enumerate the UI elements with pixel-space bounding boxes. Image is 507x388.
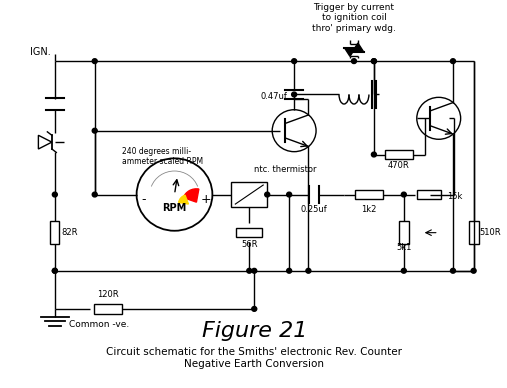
Text: -: - bbox=[141, 193, 146, 206]
Circle shape bbox=[372, 59, 376, 64]
Text: Trigger by current
to ignition coil
thro' primary wdg.: Trigger by current to ignition coil thro… bbox=[312, 3, 396, 33]
Circle shape bbox=[52, 268, 57, 273]
Bar bbox=[399, 221, 409, 244]
Text: 5k1: 5k1 bbox=[396, 243, 412, 252]
Text: Figure 21: Figure 21 bbox=[202, 321, 307, 341]
Polygon shape bbox=[352, 43, 364, 52]
Circle shape bbox=[92, 59, 97, 64]
Circle shape bbox=[451, 59, 455, 64]
Bar bbox=[94, 304, 122, 314]
Text: +: + bbox=[200, 193, 211, 206]
Circle shape bbox=[92, 192, 97, 197]
Circle shape bbox=[252, 307, 257, 311]
Text: Common -ve.: Common -ve. bbox=[69, 320, 129, 329]
Text: 240 degrees milli-
ammeter scaled RPM: 240 degrees milli- ammeter scaled RPM bbox=[122, 147, 203, 166]
Circle shape bbox=[286, 268, 292, 273]
Circle shape bbox=[451, 268, 455, 273]
Bar bbox=[468, 221, 479, 244]
Wedge shape bbox=[178, 195, 189, 204]
Circle shape bbox=[292, 92, 297, 97]
Bar bbox=[355, 190, 383, 199]
Text: 470R: 470R bbox=[388, 161, 410, 170]
Text: 15k: 15k bbox=[447, 192, 462, 201]
Circle shape bbox=[372, 152, 376, 157]
Bar bbox=[385, 150, 413, 159]
Bar bbox=[236, 228, 262, 237]
Bar bbox=[231, 182, 267, 207]
Circle shape bbox=[351, 59, 356, 64]
Text: ntc. thermistor: ntc. thermistor bbox=[254, 165, 317, 173]
Text: 1k2: 1k2 bbox=[361, 205, 377, 214]
Text: 0.25uf: 0.25uf bbox=[301, 205, 328, 214]
Circle shape bbox=[471, 268, 476, 273]
Circle shape bbox=[292, 59, 297, 64]
Text: Circuit schematic for the Smiths' electronic Rev. Counter: Circuit schematic for the Smiths' electr… bbox=[106, 347, 402, 357]
Text: Negative Earth Conversion: Negative Earth Conversion bbox=[184, 359, 324, 369]
Circle shape bbox=[402, 268, 406, 273]
Wedge shape bbox=[184, 189, 199, 202]
Polygon shape bbox=[344, 48, 355, 56]
Circle shape bbox=[252, 268, 257, 273]
Text: 0.47uf: 0.47uf bbox=[260, 92, 287, 101]
Bar bbox=[417, 190, 441, 199]
Circle shape bbox=[265, 192, 270, 197]
Text: IGN.: IGN. bbox=[30, 47, 51, 57]
Text: 120R: 120R bbox=[97, 291, 119, 300]
Circle shape bbox=[306, 268, 311, 273]
Text: 510R: 510R bbox=[480, 228, 501, 237]
Text: 56R: 56R bbox=[241, 240, 258, 249]
Text: RPM: RPM bbox=[162, 203, 187, 213]
Text: 82R: 82R bbox=[62, 228, 78, 237]
Circle shape bbox=[92, 128, 97, 133]
Bar bbox=[50, 221, 59, 244]
Circle shape bbox=[402, 192, 406, 197]
Circle shape bbox=[52, 268, 57, 273]
Circle shape bbox=[372, 59, 376, 64]
Circle shape bbox=[247, 268, 252, 273]
Circle shape bbox=[52, 192, 57, 197]
Circle shape bbox=[286, 192, 292, 197]
